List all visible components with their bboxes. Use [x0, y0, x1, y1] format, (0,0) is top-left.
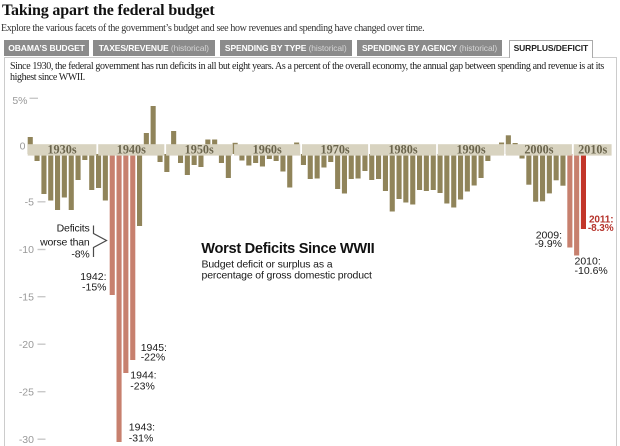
svg-text:1950s: 1950s	[185, 143, 214, 157]
svg-text:2000s: 2000s	[524, 143, 553, 157]
svg-text:1944:: 1944:	[130, 370, 156, 382]
svg-text:1970s: 1970s	[321, 143, 350, 157]
svg-text:-31%: -31%	[129, 433, 154, 445]
svg-text:5%: 5%	[12, 95, 27, 107]
svg-text:-10.6%: -10.6%	[575, 265, 608, 277]
svg-text:Budget deficit or surplus as a: Budget deficit or surplus as a	[202, 258, 333, 270]
svg-text:-8%: -8%	[71, 248, 89, 260]
svg-text:-10: -10	[19, 244, 34, 256]
svg-text:2010:: 2010:	[575, 255, 601, 267]
svg-text:0: 0	[20, 140, 26, 152]
svg-text:-22%: -22%	[141, 351, 166, 363]
svg-text:percentage of gross domestic p: percentage of gross domestic product	[202, 270, 373, 282]
svg-text:1940s: 1940s	[117, 143, 146, 157]
svg-text:2011:: 2011:	[589, 214, 614, 225]
svg-text:2010s: 2010s	[578, 143, 607, 157]
svg-text:-8.3%: -8.3%	[588, 223, 614, 234]
svg-text:-30: -30	[19, 434, 34, 446]
svg-text:1942:: 1942:	[80, 271, 106, 283]
svg-text:1960s: 1960s	[253, 143, 282, 157]
svg-text:worse than: worse than	[39, 237, 90, 249]
svg-text:1930s: 1930s	[47, 143, 76, 157]
svg-text:-23%: -23%	[130, 380, 155, 392]
svg-text:1945:: 1945:	[141, 342, 167, 354]
svg-text:2009:: 2009:	[536, 230, 562, 242]
svg-text:1943:: 1943:	[129, 422, 155, 434]
svg-text:-25: -25	[19, 386, 34, 398]
svg-text:-5: -5	[25, 197, 34, 209]
svg-text:1990s: 1990s	[456, 143, 485, 157]
svg-text:Worst Deficits Since WWII: Worst Deficits Since WWII	[201, 241, 374, 257]
svg-text:-20: -20	[19, 339, 34, 351]
svg-text:-15%: -15%	[82, 282, 107, 294]
svg-text:-9.9%: -9.9%	[535, 238, 562, 250]
svg-text:1980s: 1980s	[388, 143, 417, 157]
svg-text:Deficits: Deficits	[57, 222, 90, 234]
svg-text:-15: -15	[19, 291, 34, 303]
